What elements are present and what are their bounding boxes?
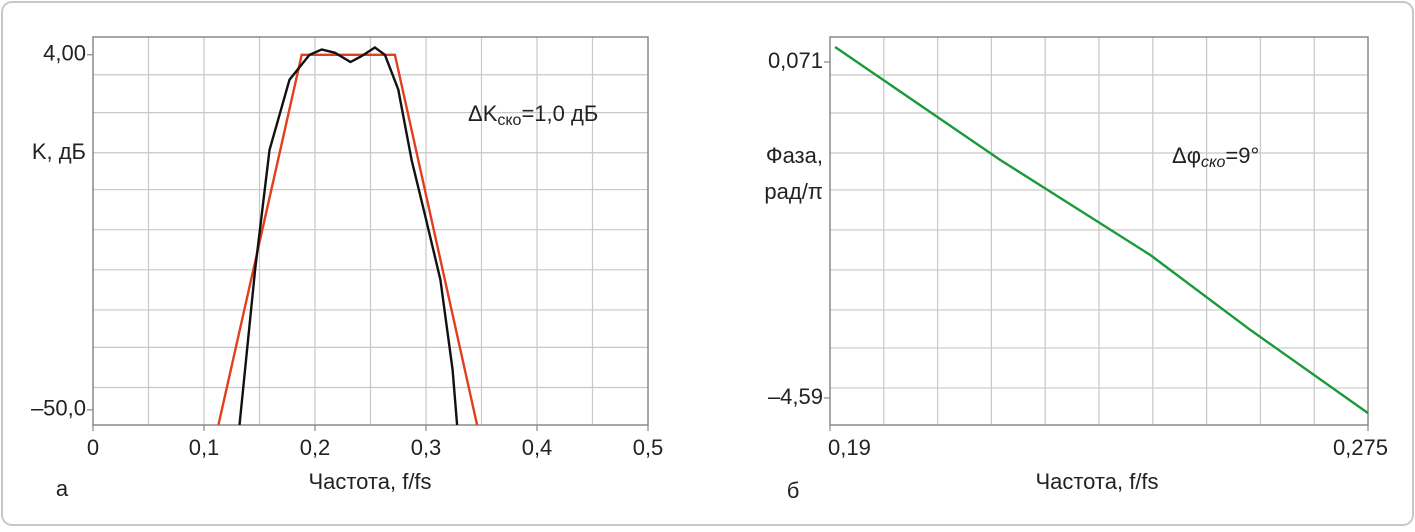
x-tick-label: 0,4	[522, 435, 553, 460]
y-tick-label: –4,59	[768, 384, 823, 409]
annotation-sub: ско	[497, 112, 521, 129]
x-tick-label: 0,5	[633, 435, 664, 460]
annotation-main: Δφ	[1172, 143, 1201, 168]
plot-border	[829, 36, 1369, 426]
annotation-sub: ско	[1201, 154, 1226, 171]
y-axis-label: рад/π	[764, 179, 823, 204]
annotation-rest: =9°	[1225, 143, 1259, 168]
x-axis-label: Частота, f/fs	[1035, 469, 1158, 494]
y-tick-label: 4,00	[43, 41, 86, 66]
data-line	[217, 53, 479, 425]
annotation: ΔKско=1,0 дБ	[468, 101, 598, 129]
x-tick-label: 0,275	[1333, 435, 1388, 460]
data-line	[238, 46, 459, 425]
panel-label: а	[56, 476, 69, 501]
x-tick-label: 0,3	[411, 435, 442, 460]
y-axis-label: Фаза,	[766, 143, 823, 168]
panel-label: б	[787, 478, 800, 503]
y-tick-label: –50,0	[31, 396, 86, 421]
annotation: Δφско=9°	[1172, 143, 1259, 171]
x-tick-label: 0,1	[189, 435, 220, 460]
data-line	[834, 46, 1368, 415]
x-tick-label: 0,19	[828, 435, 871, 460]
y-tick-label: 0,071	[768, 48, 823, 73]
annotation-rest: =1,0 дБ	[521, 101, 598, 126]
plot-border	[92, 36, 649, 426]
x-tick-label: 0,2	[300, 435, 331, 460]
x-tick-label: 0	[87, 435, 99, 460]
x-axis-label: Частота, f/fs	[308, 469, 431, 494]
annotation-main: ΔK	[468, 101, 498, 126]
y-axis-label: K, дБ	[32, 139, 86, 164]
